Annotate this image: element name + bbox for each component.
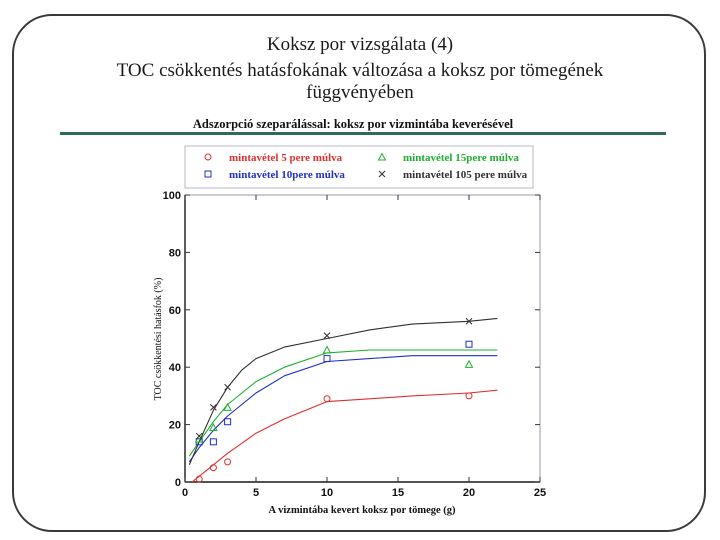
data-point-series-4 [224,383,231,391]
data-point-series-3 [322,345,332,354]
data-point-series-2 [323,355,331,363]
data-point-series-4 [210,404,217,411]
x-tick-label: 0 [182,487,188,499]
data-point-series-2 [465,340,473,348]
x-tick-label: 10 [321,487,333,499]
slide-title: Koksz por vizsgálata (4) [266,34,454,55]
fit-curve-series-4 [188,317,498,466]
legend-box [184,145,534,189]
fit-curve-series-2 [188,355,498,463]
x-tick-label: 5 [253,487,259,499]
data-point-series-1 [195,475,203,483]
data-point-series-1 [224,458,232,466]
y-tick-label: 100 [163,190,181,202]
y-axis-label: TOC csökkentési hatásfok (%) [153,278,164,401]
legend-label: mintavétel 105 pere múlva [403,169,528,181]
x-tick-label: 15 [392,487,404,499]
y-tick-label: 80 [169,247,181,259]
data-point-series-2 [224,418,232,426]
data-point-series-3 [209,422,218,431]
y-tick-label: 20 [169,420,181,432]
chart-legend: mintavétel 5 pere múlva mintavétel 10pere… [184,145,534,189]
legend-marker [204,170,212,178]
data-point-series-3 [464,359,474,368]
data-point-series-4 [465,317,473,325]
legend-label: mintavétel 5 pere múlva [229,152,343,164]
slide-frame [12,14,706,532]
legend-label: mintavétel 15pere múlva [403,152,519,164]
data-point-series-4 [323,332,331,339]
title-divider [60,132,666,135]
y-tick-label: 40 [169,362,181,374]
data-point-series-3 [223,402,232,411]
x-tick-label: 20 [463,487,475,499]
y-tick-label: 60 [169,305,181,317]
data-point-series-4 [195,432,203,440]
data-points [194,317,474,483]
axis-ticks: 0 5 10 15 20 25 0 20 40 60 80 100 [163,190,546,499]
plot-frame [184,194,541,483]
fit-curve-series-3 [188,349,498,457]
fit-curves [188,317,498,483]
slide-subtitle: TOC csökkentés hatásfokának változása a … [116,60,604,103]
data-point-series-3 [194,434,204,443]
legend-label: mintavétel 10pere múlva [229,169,345,181]
legend-marker [204,153,212,161]
y-tick-label: 0 [175,477,181,489]
plot-area [184,194,541,483]
data-point-series-1 [465,392,473,400]
legend-marker [377,152,387,161]
fit-curve-series-1 [191,389,498,483]
data-point-series-2 [209,438,217,446]
x-tick-label: 25 [534,487,546,499]
x-axis-label: A vizmintába kevert koksz por tömege (g) [268,505,456,516]
data-point-series-1 [323,395,331,403]
data-point-series-1 [209,464,217,472]
legend-marker [378,170,386,178]
chart-title: Adszorpció szeparálással: koksz por vizm… [193,117,514,131]
